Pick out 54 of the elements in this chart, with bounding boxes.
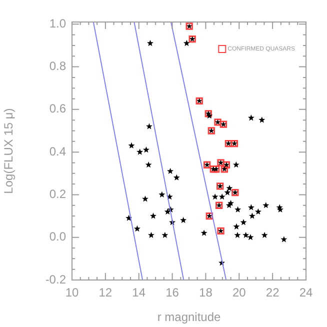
point <box>145 161 152 168</box>
point <box>224 189 231 196</box>
y-tick-label: 0.2 <box>49 187 66 202</box>
point <box>146 123 152 130</box>
point <box>180 216 187 224</box>
x-tick-label: 20 <box>232 286 246 300</box>
y-tick-label: -0.2 <box>45 272 66 286</box>
point <box>150 212 156 219</box>
point <box>142 146 150 153</box>
y-axis-title: Log(FLUX 15 μ) <box>2 108 16 194</box>
x-tick-label: 14 <box>132 286 146 300</box>
point <box>262 202 270 208</box>
point <box>158 191 166 198</box>
point <box>183 40 190 46</box>
y-tick-label: 0.0 <box>49 230 66 244</box>
point <box>233 223 240 230</box>
point <box>242 232 250 238</box>
point <box>258 116 266 123</box>
point <box>134 225 140 232</box>
point <box>167 168 174 174</box>
x-tick-label: 24 <box>299 286 313 300</box>
point <box>248 204 254 210</box>
point <box>232 161 240 168</box>
point <box>228 200 234 206</box>
x-tick-label: 10 <box>65 286 79 300</box>
x-tick-label: 22 <box>266 286 280 300</box>
x-axis-title: r magnitude <box>157 310 222 324</box>
point <box>162 232 168 238</box>
point <box>240 219 247 226</box>
point <box>128 142 135 148</box>
point <box>248 114 254 121</box>
point <box>218 193 226 200</box>
point <box>234 232 241 238</box>
point <box>234 206 242 212</box>
point <box>247 234 254 240</box>
point <box>148 232 154 238</box>
point <box>142 196 148 202</box>
y-tick-label: 0.4 <box>49 144 66 158</box>
point <box>248 212 256 219</box>
point <box>173 174 180 180</box>
point <box>226 184 233 192</box>
point <box>212 193 218 200</box>
point <box>261 232 268 238</box>
point <box>280 236 288 242</box>
x-tick-label: 12 <box>98 286 112 300</box>
point <box>146 40 154 46</box>
point <box>254 208 262 215</box>
y-tick-label: 1.0 <box>49 16 66 30</box>
point <box>136 148 144 155</box>
x-tick-label: 16 <box>166 286 180 300</box>
y-tick-label: 0.8 <box>49 59 66 74</box>
x-tick-label: 18 <box>199 286 213 300</box>
y-tick-label: 0.6 <box>49 102 66 116</box>
point <box>200 230 208 236</box>
